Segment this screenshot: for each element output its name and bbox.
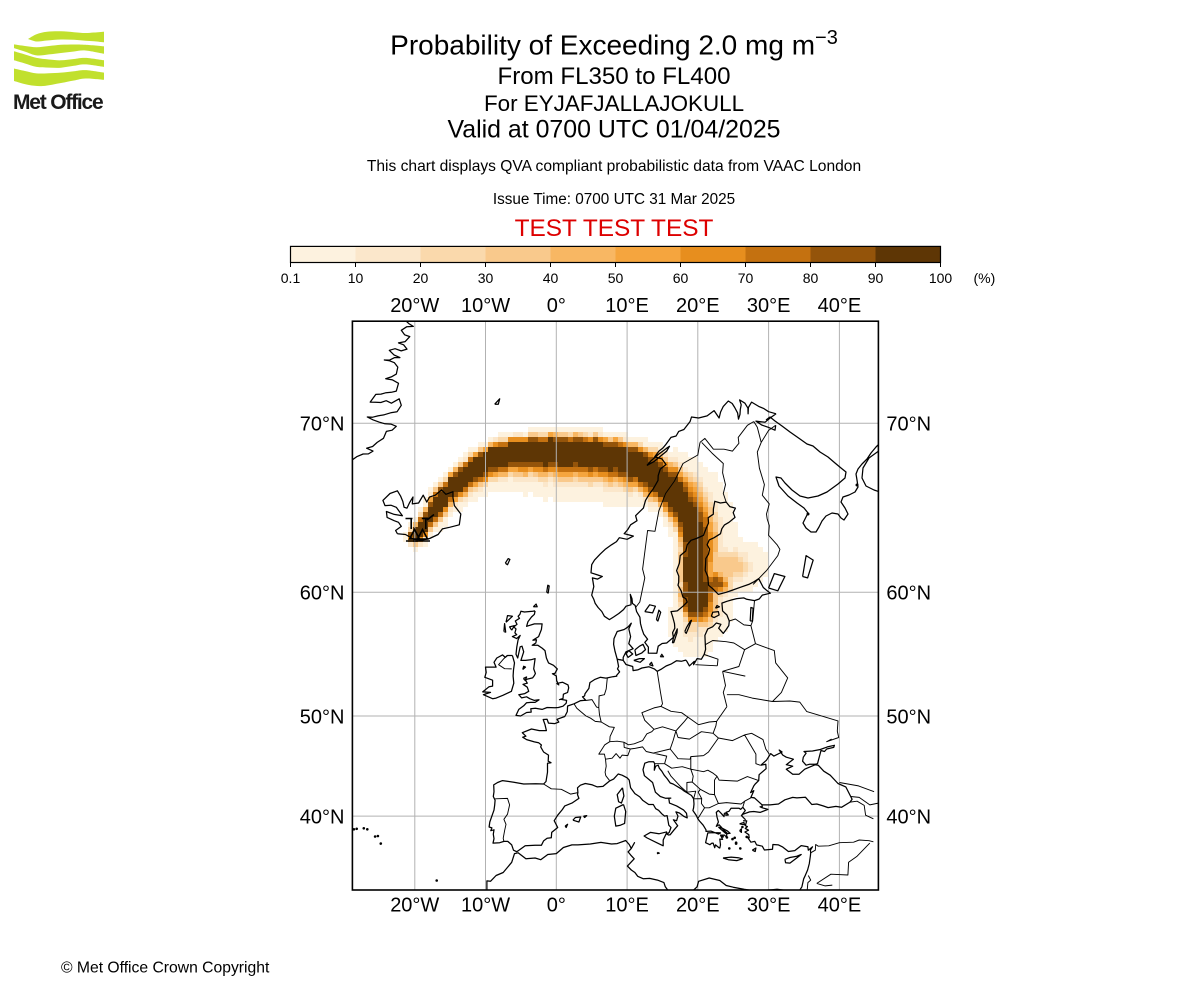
svg-text:40°E: 40°E xyxy=(818,295,862,317)
svg-text:60°N: 60°N xyxy=(300,583,345,605)
svg-text:20: 20 xyxy=(413,270,429,286)
svg-text:70°N: 70°N xyxy=(300,414,345,436)
svg-text:10°E: 10°E xyxy=(605,894,649,916)
svg-text:20°W: 20°W xyxy=(390,894,439,916)
svg-text:TEST TEST TEST: TEST TEST TEST xyxy=(515,215,714,242)
svg-text:60: 60 xyxy=(673,270,689,286)
svg-text:0°: 0° xyxy=(547,894,566,916)
svg-text:90: 90 xyxy=(868,270,884,286)
svg-text:10°W: 10°W xyxy=(461,295,510,317)
svg-text:40°E: 40°E xyxy=(818,894,862,916)
svg-text:30°E: 30°E xyxy=(747,894,791,916)
svg-text:Probability of Exceeding 2.0 m: Probability of Exceeding 2.0 mg m−3 xyxy=(390,27,838,61)
svg-text:20°E: 20°E xyxy=(676,295,720,317)
svg-text:80: 80 xyxy=(803,270,819,286)
svg-text:0°: 0° xyxy=(547,295,566,317)
svg-text:This chart displays QVA compli: This chart displays QVA compliant probab… xyxy=(367,158,861,175)
svg-text:30: 30 xyxy=(478,270,494,286)
svg-text:Valid at 0700 UTC 01/04/2025: Valid at 0700 UTC 01/04/2025 xyxy=(447,116,780,144)
svg-text:0.1: 0.1 xyxy=(281,270,301,286)
svg-text:20°E: 20°E xyxy=(676,894,720,916)
svg-text:20°W: 20°W xyxy=(390,295,439,317)
svg-text:Met Office: Met Office xyxy=(13,91,103,114)
svg-text:10°W: 10°W xyxy=(461,894,510,916)
svg-text:© Met Office Crown Copyright: © Met Office Crown Copyright xyxy=(61,960,270,977)
svg-text:10: 10 xyxy=(348,270,364,286)
svg-text:40°N: 40°N xyxy=(886,806,931,828)
svg-text:10°E: 10°E xyxy=(605,295,649,317)
svg-text:For EYJAFJALLAJOKULL: For EYJAFJALLAJOKULL xyxy=(484,91,744,116)
svg-text:(%): (%) xyxy=(974,270,996,286)
svg-text:50°N: 50°N xyxy=(300,706,345,728)
svg-text:50: 50 xyxy=(608,270,624,286)
svg-text:Issue Time: 0700 UTC 31 Mar 20: Issue Time: 0700 UTC 31 Mar 2025 xyxy=(493,191,735,208)
svg-text:100: 100 xyxy=(929,270,953,286)
svg-text:60°N: 60°N xyxy=(886,583,931,605)
svg-text:40: 40 xyxy=(543,270,559,286)
svg-text:70°N: 70°N xyxy=(886,414,931,436)
svg-text:30°E: 30°E xyxy=(747,295,791,317)
svg-text:40°N: 40°N xyxy=(300,806,345,828)
svg-text:70: 70 xyxy=(738,270,754,286)
svg-text:From FL350 to FL400: From FL350 to FL400 xyxy=(497,63,730,90)
svg-text:50°N: 50°N xyxy=(886,706,931,728)
